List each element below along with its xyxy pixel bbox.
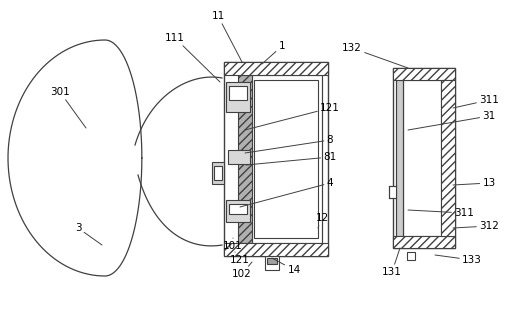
Bar [226, 200, 250, 222]
Bar [389, 186, 396, 198]
Bar [212, 162, 224, 184]
Text: 312: 312 [453, 221, 499, 231]
Text: 101: 101 [223, 238, 243, 251]
Bar [393, 236, 455, 248]
Bar [224, 62, 328, 256]
Text: 11: 11 [211, 11, 242, 62]
Bar [254, 80, 318, 238]
Bar [228, 150, 250, 164]
Bar [396, 80, 403, 236]
Text: 4: 4 [240, 178, 333, 207]
Text: 13: 13 [453, 178, 495, 188]
Text: 311: 311 [453, 95, 499, 108]
Text: 102: 102 [232, 262, 252, 279]
Bar [267, 258, 277, 264]
Bar [229, 204, 247, 214]
Text: 14: 14 [272, 258, 301, 275]
Bar [252, 75, 322, 243]
Text: 8: 8 [245, 135, 333, 153]
Bar [403, 80, 441, 236]
Bar [441, 80, 455, 236]
Bar [224, 243, 328, 256]
Bar [407, 252, 415, 260]
Text: 121: 121 [245, 103, 340, 130]
Bar [229, 86, 247, 100]
Bar [238, 75, 252, 243]
Text: 81: 81 [246, 152, 337, 165]
Text: 12: 12 [316, 213, 329, 228]
Text: 31: 31 [408, 111, 495, 130]
Text: 132: 132 [342, 43, 408, 68]
Text: 131: 131 [382, 248, 402, 277]
Text: 121: 121 [230, 252, 250, 265]
Bar [393, 68, 455, 80]
Bar [224, 62, 328, 75]
Bar [393, 68, 455, 248]
Text: 1: 1 [262, 41, 285, 64]
Text: 133: 133 [435, 255, 482, 265]
Bar [226, 82, 250, 112]
Text: 311: 311 [408, 208, 474, 218]
Text: 3: 3 [75, 223, 102, 245]
Text: 111: 111 [165, 33, 220, 82]
Text: 301: 301 [50, 87, 86, 128]
Bar [265, 256, 279, 270]
Bar [214, 166, 222, 180]
